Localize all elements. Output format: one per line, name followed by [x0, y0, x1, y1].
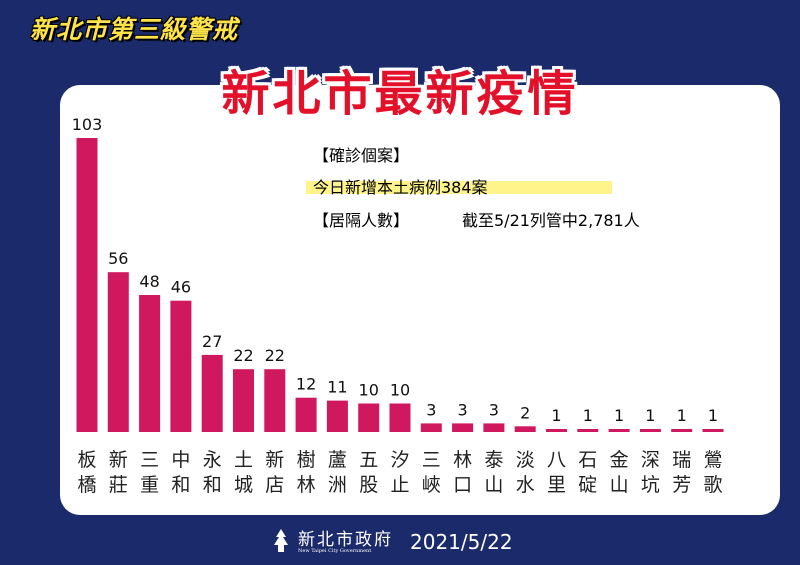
org-name: 新北市政府 — [298, 530, 393, 550]
category-label-1-1: 莊 — [109, 474, 128, 496]
category-label-13-0: 泰 — [484, 449, 503, 471]
category-label-10-0: 汐 — [390, 449, 409, 471]
data-label-12: 3 — [458, 400, 468, 419]
category-label-15-0: 八 — [547, 449, 566, 471]
bar-6 — [264, 369, 286, 432]
category-label-9-1: 股 — [359, 474, 378, 496]
category-label-16-0: 石 — [578, 449, 597, 471]
category-label-5-1: 城 — [234, 474, 253, 496]
category-label-20-1: 歌 — [703, 474, 722, 496]
category-label-16-1: 碇 — [578, 474, 597, 496]
data-label-10: 10 — [390, 381, 410, 400]
bar-14 — [514, 426, 536, 432]
category-label-7-1: 林 — [297, 474, 316, 496]
category-label-14-1: 水 — [516, 474, 535, 496]
data-label-3: 46 — [171, 278, 191, 297]
category-label-18-1: 坑 — [641, 474, 660, 496]
data-label-15: 1 — [551, 406, 561, 425]
data-label-19: 1 — [677, 406, 687, 425]
bar-8 — [326, 400, 348, 432]
category-label-14-0: 淡 — [516, 449, 535, 471]
data-label-0: 103 — [72, 115, 103, 134]
category-label-0-0: 板 — [77, 449, 96, 471]
data-label-20: 1 — [708, 406, 718, 425]
data-label-11: 3 — [426, 400, 436, 419]
bar-2 — [139, 295, 161, 432]
bar-19 — [671, 429, 693, 432]
data-label-18: 1 — [645, 406, 655, 425]
city-logo-icon — [274, 529, 288, 552]
bar-0 — [76, 138, 98, 432]
org-name-en: New Taipei City Government — [298, 548, 372, 554]
data-label-2: 48 — [139, 272, 159, 291]
category-label-18-0: 深 — [641, 449, 660, 471]
alert-level-badge: 新北市第三級警戒 — [30, 15, 239, 44]
category-label-11-1: 峽 — [422, 474, 441, 496]
category-label-8-0: 蘆 — [328, 449, 347, 471]
category-label-8-1: 洲 — [328, 474, 347, 496]
category-label-11-0: 三 — [422, 449, 441, 471]
category-label-12-0: 林 — [453, 449, 472, 471]
category-label-7-0: 樹 — [297, 449, 316, 471]
quarantine-header: 【居隔人數】 — [313, 211, 410, 230]
chart-card — [60, 85, 780, 515]
category-label-5-0: 土 — [234, 449, 253, 471]
category-label-15-1: 里 — [547, 474, 566, 496]
data-label-7: 12 — [296, 375, 316, 394]
category-label-4-1: 和 — [203, 474, 222, 496]
footer: 新北市政府 New Taipei City Government 2021/5/… — [0, 525, 800, 560]
data-label-8: 11 — [327, 378, 347, 397]
bar-7 — [295, 397, 317, 432]
bar-20 — [702, 429, 724, 432]
category-label-20-0: 鶯 — [703, 449, 722, 471]
bar-11 — [420, 423, 442, 432]
category-label-19-0: 瑞 — [672, 449, 691, 471]
category-label-10-1: 止 — [390, 474, 409, 496]
category-label-19-1: 芳 — [672, 474, 691, 496]
category-label-13-1: 山 — [484, 474, 503, 496]
data-label-4: 27 — [202, 332, 222, 351]
bar-17 — [608, 429, 630, 432]
category-label-3-1: 和 — [171, 474, 190, 496]
report-date: 2021/5/22 — [410, 530, 513, 554]
quarantine-text: 截至5/21列管中2,781人 — [462, 211, 640, 230]
confirmed-header: 【確診個案】 — [313, 146, 410, 165]
confirmed-text: 今日新增本土病例384案 — [313, 178, 488, 197]
bar-12 — [452, 423, 474, 432]
bar-1 — [107, 272, 129, 432]
category-label-0-1: 橋 — [77, 474, 96, 496]
data-label-1: 56 — [108, 249, 128, 268]
data-label-13: 3 — [489, 400, 499, 419]
category-label-4-0: 永 — [203, 449, 222, 471]
data-label-6: 22 — [265, 346, 285, 365]
category-label-6-0: 新 — [265, 449, 284, 471]
category-label-2-1: 重 — [140, 474, 159, 496]
bar-18 — [639, 429, 661, 432]
category-label-17-0: 金 — [610, 449, 629, 471]
category-label-6-1: 店 — [265, 474, 284, 496]
data-label-16: 1 — [583, 406, 593, 425]
page-title: 新北市最新疫情 — [221, 66, 579, 122]
bar-9 — [358, 403, 380, 432]
bar-15 — [546, 429, 567, 432]
category-label-12-1: 口 — [453, 474, 472, 496]
highlight-mark — [306, 181, 612, 194]
bar-3 — [170, 300, 192, 432]
data-label-5: 22 — [233, 346, 253, 365]
data-label-14: 2 — [520, 403, 530, 422]
category-label-3-0: 中 — [171, 449, 190, 471]
category-label-17-1: 山 — [610, 474, 629, 496]
bar-13 — [483, 423, 505, 432]
data-label-17: 1 — [614, 406, 624, 425]
bar-4 — [201, 354, 223, 432]
bar-16 — [577, 429, 599, 432]
category-label-2-0: 三 — [140, 449, 159, 471]
data-label-9: 10 — [359, 381, 379, 400]
category-label-9-0: 五 — [359, 449, 378, 471]
category-label-1-0: 新 — [109, 449, 128, 471]
bar-5 — [233, 369, 254, 432]
bar-10 — [389, 403, 411, 432]
